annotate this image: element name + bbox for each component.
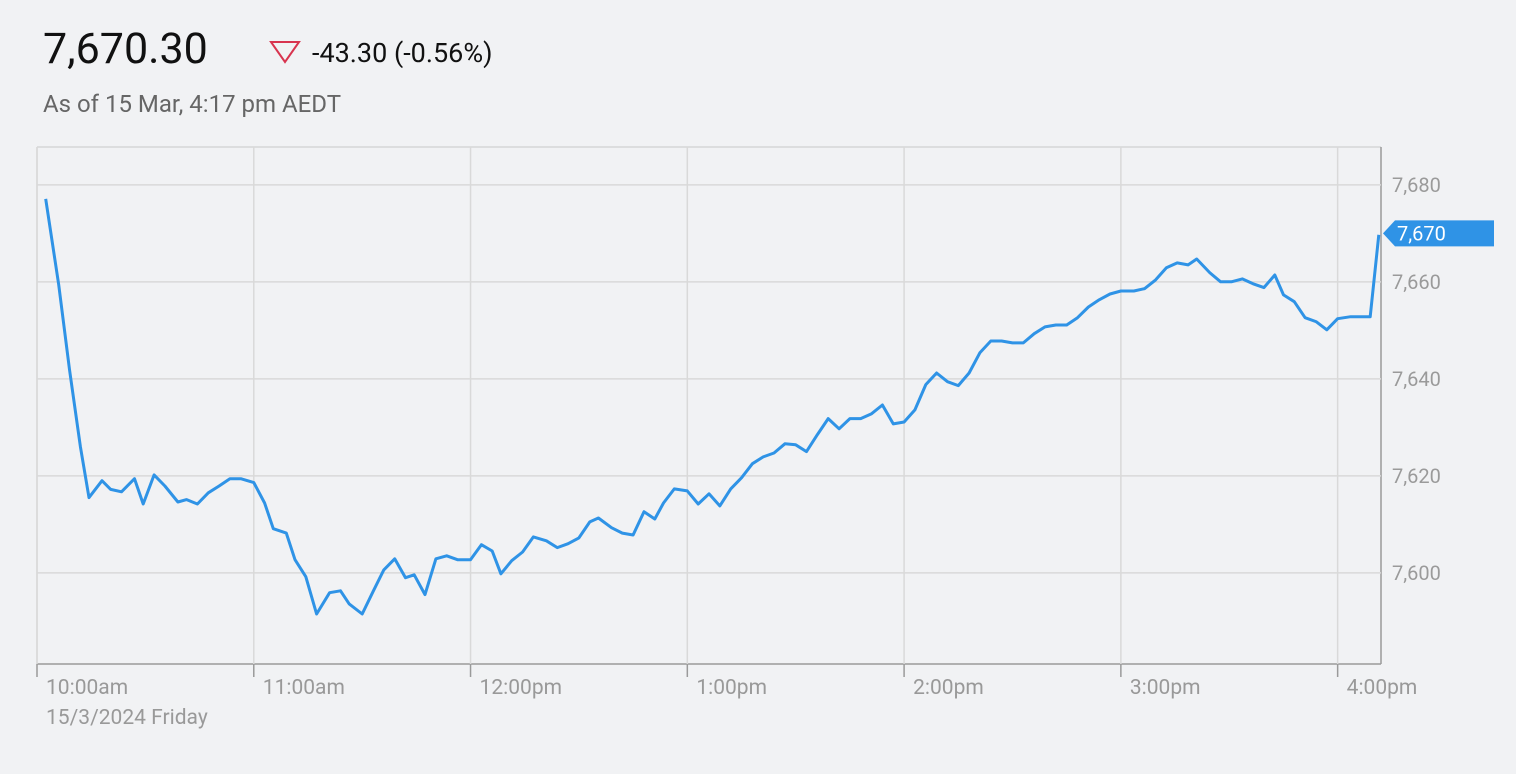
price-line <box>44 198 1381 616</box>
date-label: 15/3/2024 Friday <box>46 706 208 730</box>
x-tick-label: 10:00am <box>46 676 128 700</box>
x-tick-label: 3:00pm <box>1130 676 1201 700</box>
current-price-label: 7,670 <box>1397 221 1446 245</box>
price-change: -43.30 (-0.56%) <box>312 37 493 69</box>
y-tick-label: 7,640 <box>1392 367 1441 391</box>
current-price-tag <box>1383 220 1494 247</box>
down-arrow-icon <box>269 41 301 64</box>
as-of-time: As of 15 Mar, 4:17 pm AEDT <box>43 90 341 118</box>
x-tick-label: 4:00pm <box>1347 676 1418 700</box>
x-tick-label: 2:00pm <box>913 676 984 700</box>
x-tick-label: 12:00pm <box>480 676 563 700</box>
y-tick-label: 7,600 <box>1392 561 1441 585</box>
x-tick-label: 1:00pm <box>696 676 767 700</box>
y-tick-label: 7,680 <box>1392 173 1441 197</box>
price: 7,670.30 <box>43 24 208 74</box>
x-tick-label: 11:00am <box>263 676 345 700</box>
y-tick-label: 7,620 <box>1392 464 1441 488</box>
y-tick-label: 7,660 <box>1392 270 1441 294</box>
